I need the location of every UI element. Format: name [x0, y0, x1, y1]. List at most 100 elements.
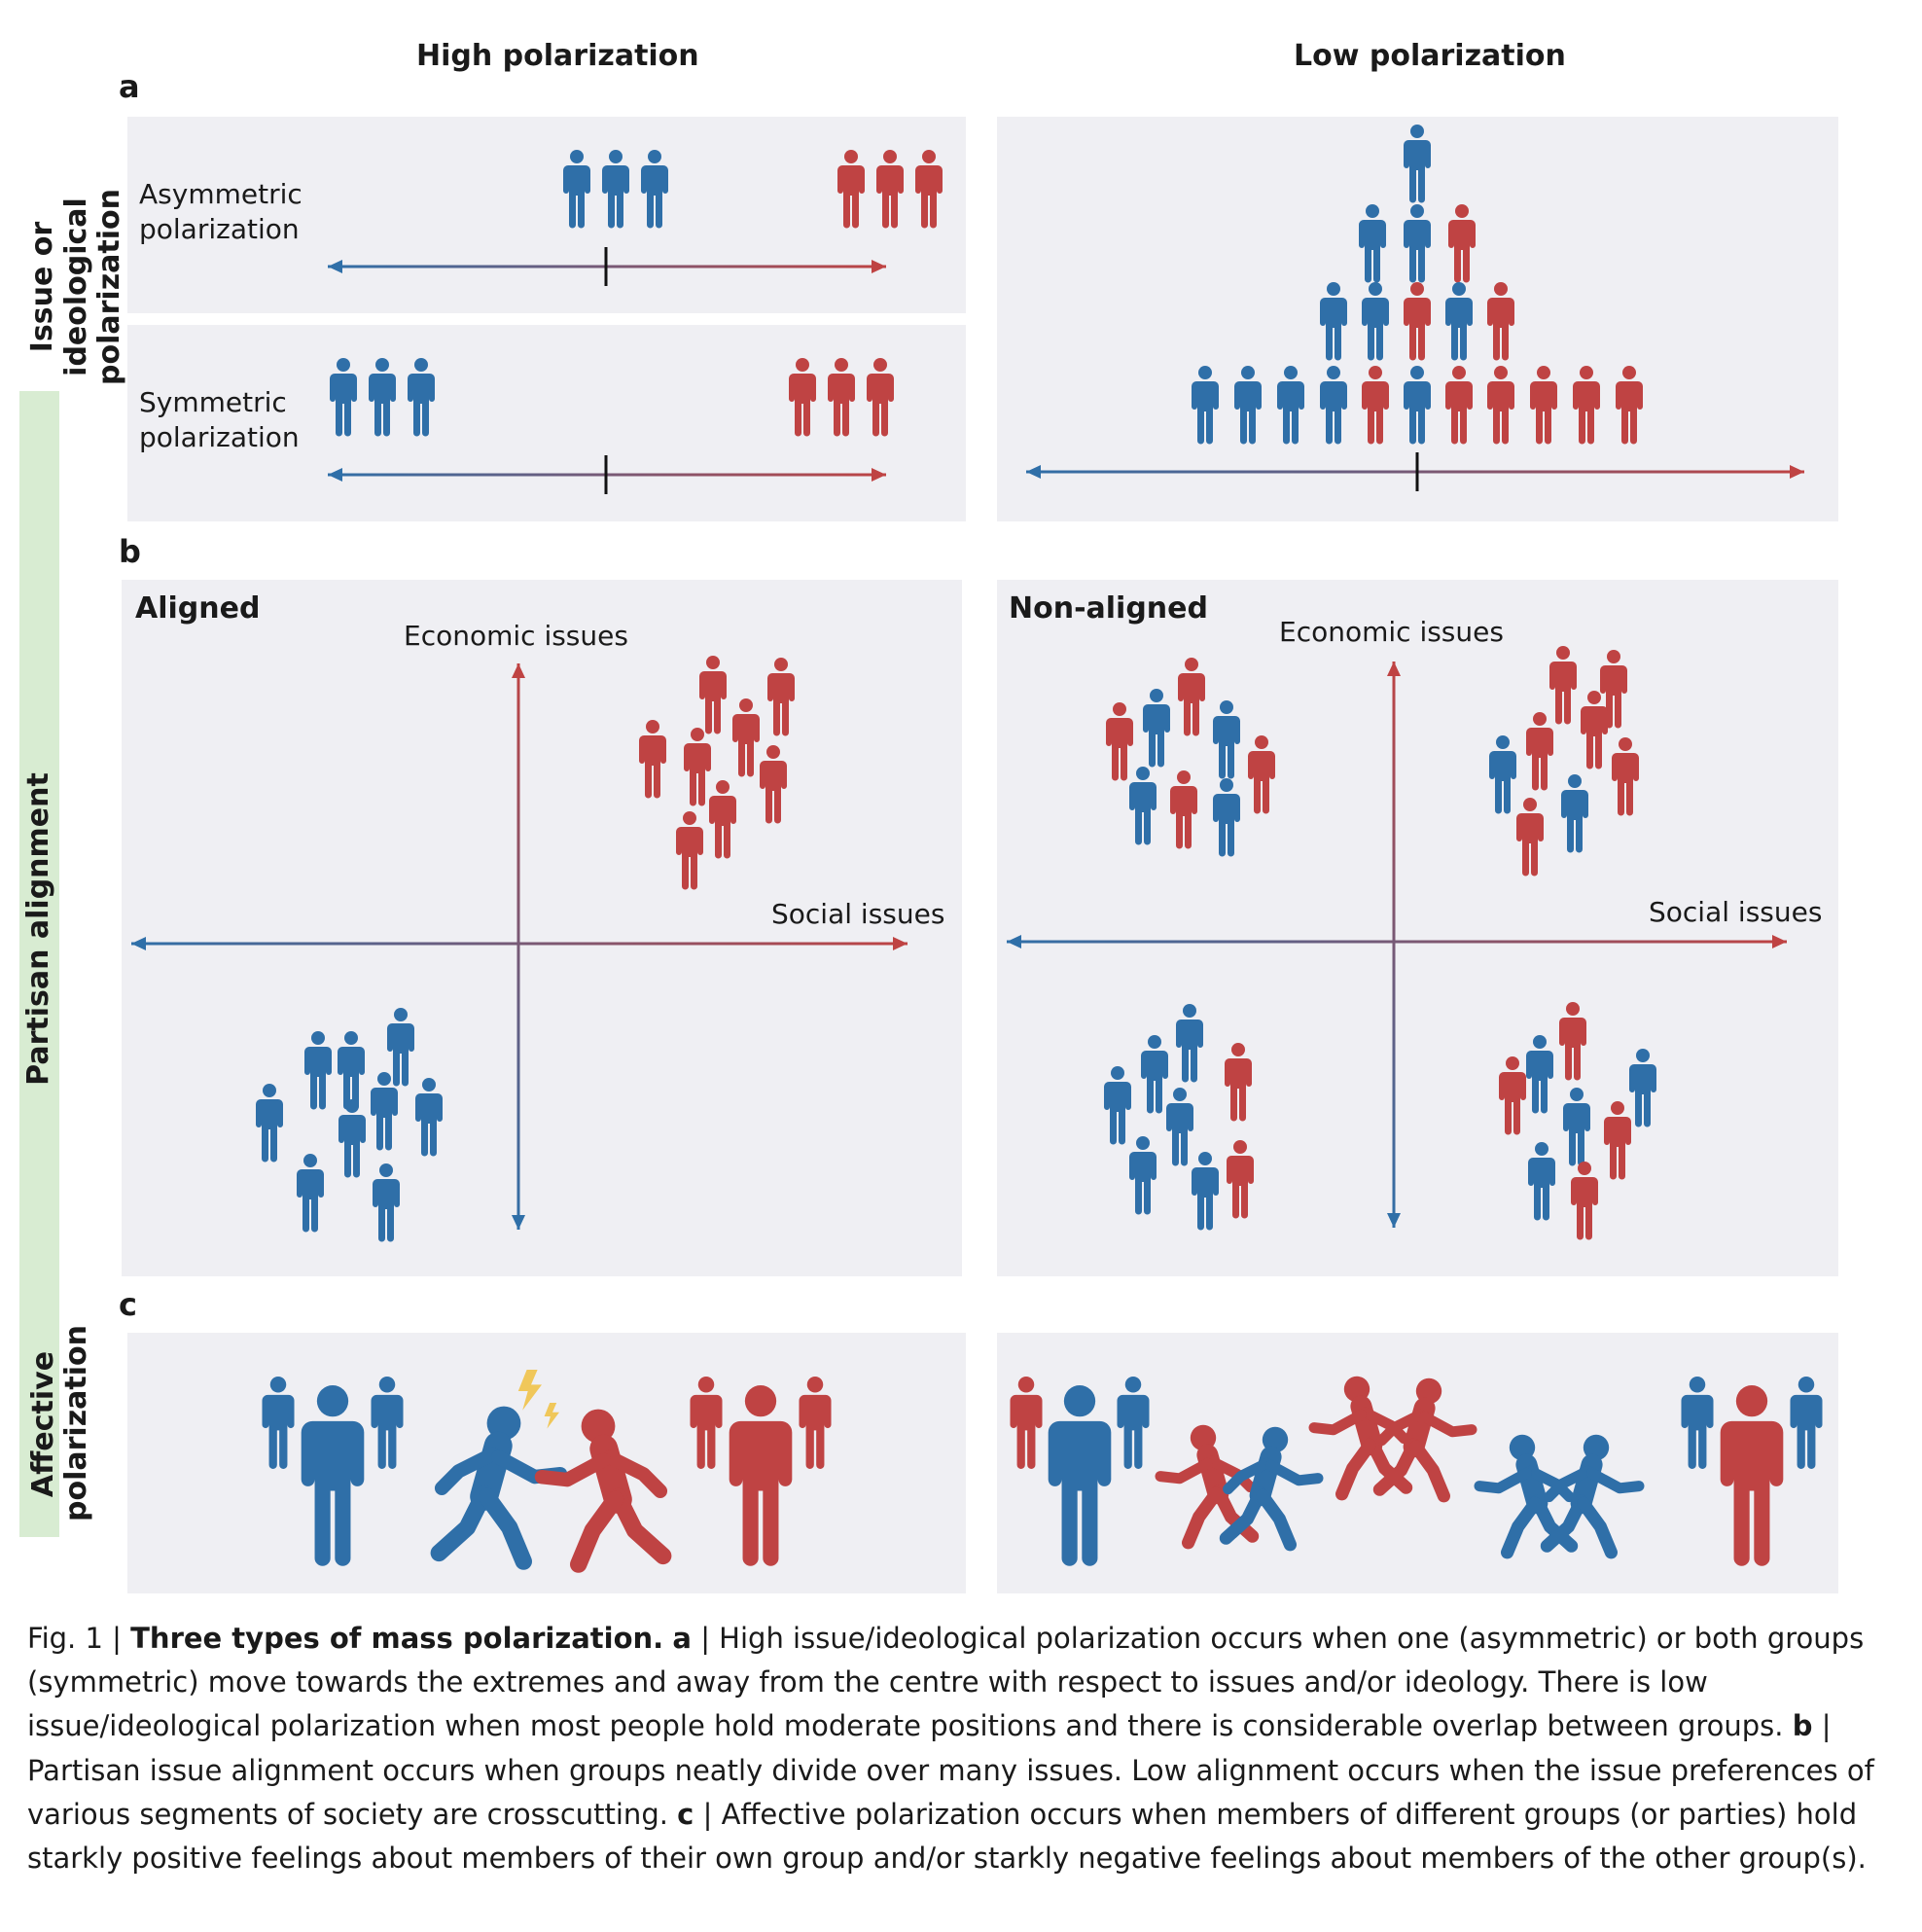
blue-person-icon [1404, 125, 1431, 203]
social-axis-right-arrow [1772, 935, 1787, 948]
red-person-icon [1612, 737, 1639, 816]
blue-person-icon [338, 1031, 365, 1110]
economic-axis-up-arrow [1387, 662, 1401, 676]
red-person-icon [709, 780, 736, 859]
blue-person-icon [1277, 366, 1304, 445]
blue-person-icon [371, 1377, 404, 1469]
blue-person-icon [1561, 774, 1588, 853]
blue-handshake-figure [1540, 1434, 1645, 1559]
blue-person-icon [1104, 1066, 1131, 1145]
caption-letter-b: b [1792, 1709, 1813, 1743]
panel-letter-a: a [119, 68, 140, 105]
red-person-icon [1227, 1140, 1254, 1219]
red-person-icon [1106, 702, 1133, 781]
asymmetric-label: Asymmetric polarization [139, 178, 303, 246]
blue-person-icon [1141, 1035, 1168, 1114]
blue-person-icon [1176, 1004, 1203, 1083]
blue-person-icon [1563, 1088, 1590, 1166]
red-person-icon [760, 745, 787, 824]
blue-person-icon [641, 150, 668, 229]
symmetric-label: Symmetric polarization [139, 386, 300, 454]
blue-person-icon [1192, 1152, 1219, 1231]
red-person-icon [867, 358, 894, 437]
blue-person-icon [1681, 1377, 1714, 1469]
figure-caption: Fig. 1 | Three types of mass polarizatio… [27, 1617, 1895, 1880]
ideology-axis-right-arrow [872, 468, 886, 482]
red-person-icon [1499, 1056, 1526, 1135]
blue-person-icon [1790, 1377, 1823, 1469]
aligned-title: Aligned [135, 591, 261, 626]
row-label-issue: Issue or ideological polarization [25, 189, 127, 385]
large-red-person-icon [1720, 1385, 1784, 1566]
blue-person-icon [1129, 767, 1157, 845]
blue-person-icon [1526, 1035, 1553, 1114]
symmetric-diagram [328, 358, 894, 494]
blue-person-icon [373, 1163, 400, 1242]
large-blue-person-icon [301, 1385, 365, 1566]
red-person-icon [1573, 366, 1600, 445]
ideology-axis-left-arrow [1026, 465, 1041, 479]
red-person-icon [1487, 282, 1514, 361]
red-handshake-figure [1372, 1377, 1477, 1503]
blue-person-icon [387, 1008, 414, 1087]
panel-a-symmetric: Symmetric polarization [127, 325, 966, 521]
ideology-axis-left-arrow [328, 260, 342, 273]
blue-person-icon [297, 1154, 324, 1233]
red-person-icon [1549, 646, 1577, 725]
spark-icon-small [544, 1403, 559, 1429]
blue-person-icon [304, 1031, 332, 1110]
economic-axis-down-arrow [1387, 1213, 1401, 1228]
red-person-icon [876, 150, 904, 229]
aligned-diagram [131, 656, 908, 1242]
side-band [19, 391, 59, 1537]
red-person-icon [1487, 366, 1514, 445]
red-confronting-figure [534, 1409, 672, 1573]
non-aligned-y-axis-label: Economic issues [1279, 616, 1504, 648]
red-person-icon [767, 658, 795, 736]
panel-c-low [997, 1333, 1838, 1593]
blue-person-icon [1192, 366, 1219, 445]
red-person-icon [915, 150, 943, 229]
caption-letter-c: c [677, 1797, 694, 1831]
red-person-icon [1526, 712, 1553, 791]
caption-text-a: | High issue/ideological polarization oc… [27, 1622, 1865, 1743]
red-person-icon [837, 150, 865, 229]
panel-letter-c: c [119, 1286, 137, 1323]
panel-b-aligned: Aligned Economic issues Social issues [122, 580, 962, 1276]
large-red-person-icon [729, 1385, 793, 1566]
blue-handshake-figure [1474, 1434, 1579, 1559]
panel-letter-b: b [119, 533, 141, 570]
blue-person-icon [262, 1377, 295, 1469]
affective-high-diagram [262, 1370, 832, 1573]
red-person-icon [1178, 658, 1205, 736]
caption-text-b: | Partisan issue alignment occurs when g… [27, 1709, 1874, 1831]
blue-handshake-figure [1219, 1426, 1324, 1552]
panel-a-low [997, 117, 1838, 521]
red-person-icon [699, 656, 727, 734]
red-person-icon [1404, 282, 1431, 361]
red-person-icon [690, 1377, 723, 1469]
red-handshake-figure [1155, 1424, 1260, 1550]
blue-person-icon [1445, 282, 1473, 361]
blue-person-icon [1528, 1142, 1555, 1221]
asymmetric-diagram [328, 150, 943, 286]
caption-fig: Fig. 1 | [27, 1622, 122, 1655]
red-person-icon [1616, 366, 1643, 445]
red-person-icon [1248, 735, 1275, 814]
aligned-y-axis-label: Economic issues [404, 620, 628, 652]
ideology-axis-right-arrow [1790, 465, 1804, 479]
red-person-icon [1010, 1377, 1043, 1469]
blue-person-icon [371, 1072, 398, 1151]
blue-person-icon [1320, 282, 1347, 361]
red-person-icon [1581, 691, 1608, 769]
red-person-icon [1559, 1002, 1586, 1081]
aligned-x-axis-label: Social issues [771, 898, 945, 930]
blue-person-icon [1362, 282, 1389, 361]
economic-axis-down-arrow [512, 1215, 525, 1230]
non-aligned-x-axis-label: Social issues [1649, 896, 1823, 928]
social-axis-left-arrow [1007, 935, 1021, 948]
blue-person-icon [330, 358, 357, 437]
blue-person-icon [408, 358, 435, 437]
blue-person-icon [338, 1099, 366, 1178]
blue-person-icon [1213, 778, 1240, 857]
